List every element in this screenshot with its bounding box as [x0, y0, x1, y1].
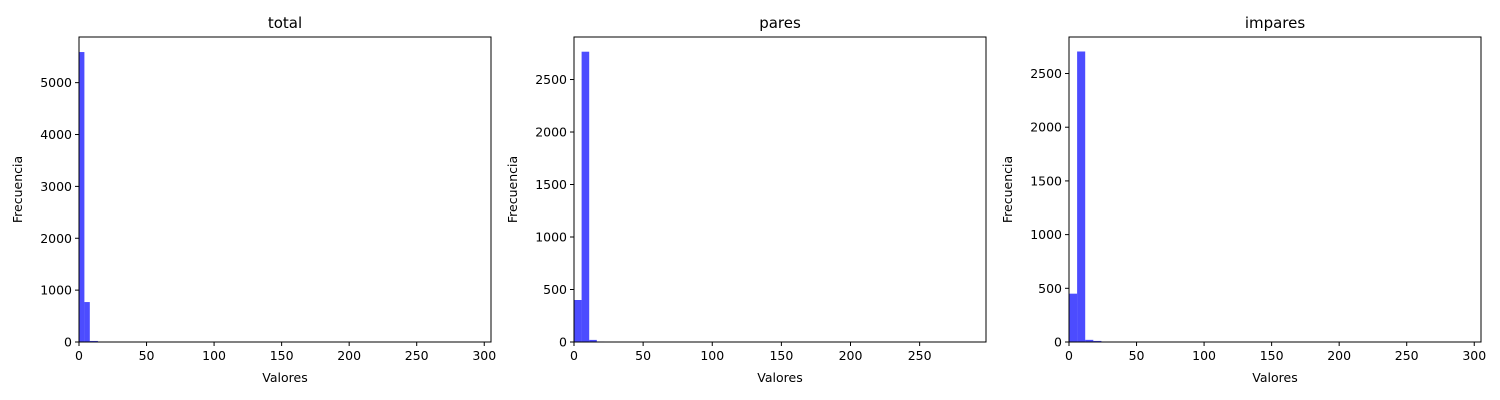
y-tick-label: 1000: [1030, 227, 1062, 242]
x-tick-label: 50: [139, 348, 155, 363]
x-axis-label: Valores: [262, 370, 307, 385]
y-axis-label: Frecuencia: [1000, 156, 1015, 223]
y-tick-label: 0: [64, 335, 72, 350]
x-tick-label: 200: [1327, 348, 1351, 363]
panel-title: impares: [1245, 14, 1306, 32]
histogram-bar: [589, 339, 597, 342]
y-tick-label: 0: [1054, 335, 1062, 350]
y-tick-label: 1000: [40, 283, 72, 298]
x-tick-label: 100: [1192, 348, 1216, 363]
x-axis-label: Valores: [757, 370, 802, 385]
axes-frame: [1068, 36, 1482, 343]
x-tick-label: 0: [570, 348, 578, 363]
x-tick-label: 300: [1462, 348, 1486, 363]
y-tick-label: 1500: [535, 177, 567, 192]
y-tick-label: 2500: [1030, 66, 1062, 81]
y-tick-label: 1000: [535, 230, 567, 245]
x-tick-label: 0: [1065, 348, 1073, 363]
y-tick-label: 2000: [40, 231, 72, 246]
histogram-bar: [581, 51, 590, 343]
y-tick-label: 2500: [535, 72, 567, 87]
x-tick-label: 200: [839, 348, 863, 363]
x-tick-label: 200: [337, 348, 361, 363]
y-tick-label: 5000: [40, 75, 72, 90]
y-tick-label: 2000: [535, 125, 567, 140]
y-axis-label: Frecuencia: [10, 156, 25, 223]
histogram-bar: [84, 302, 90, 342]
chart-panel-pares: 0 50 100 150 200 25005001000150020002500pares…: [505, 14, 987, 385]
y-tick-label: 3000: [40, 179, 72, 194]
panel-title: pares: [759, 14, 801, 32]
y-tick-label: 500: [1038, 281, 1062, 296]
x-tick-label: 250: [405, 348, 429, 363]
x-tick-label: 50: [635, 348, 651, 363]
histogram-bar: [79, 52, 85, 343]
histogram-bar: [1069, 293, 1078, 342]
x-tick-label: 0: [75, 348, 83, 363]
y-tick-label: 500: [543, 282, 567, 297]
axes-frame: [78, 36, 492, 343]
panel-title: total: [268, 14, 302, 32]
histogram-bar: [89, 340, 98, 342]
histogram-bar: [574, 300, 582, 342]
x-tick-label: 50: [1129, 348, 1145, 363]
y-tick-label: 2000: [1030, 120, 1062, 135]
y-tick-label: 0: [559, 335, 567, 350]
y-axis-label: Frecuencia: [505, 156, 520, 223]
x-tick-label: 100: [700, 348, 724, 363]
x-tick-label: 250: [908, 348, 932, 363]
y-tick-label: 1500: [1030, 173, 1062, 188]
axes-frame: [573, 36, 987, 343]
x-tick-label: 150: [270, 348, 294, 363]
histogram-bar: [1077, 51, 1086, 343]
x-axis-label: Valores: [1252, 370, 1297, 385]
chart-panel-total: 0 50 100 150 200 250 300010002000300040005000t…: [10, 14, 496, 385]
x-tick-label: 300: [472, 348, 496, 363]
x-tick-label: 150: [769, 348, 793, 363]
chart-panel-impares: 0 50 100 150 200 250 300 0 500 1000 1500 2000 2500 im…: [1000, 14, 1486, 385]
y-tick-label: 4000: [40, 127, 72, 142]
histogram-bar: [1093, 340, 1102, 342]
x-tick-label: 250: [1395, 348, 1419, 363]
histogram-bar: [1085, 339, 1094, 342]
x-tick-label: 100: [202, 348, 226, 363]
x-tick-label: 150: [1260, 348, 1284, 363]
